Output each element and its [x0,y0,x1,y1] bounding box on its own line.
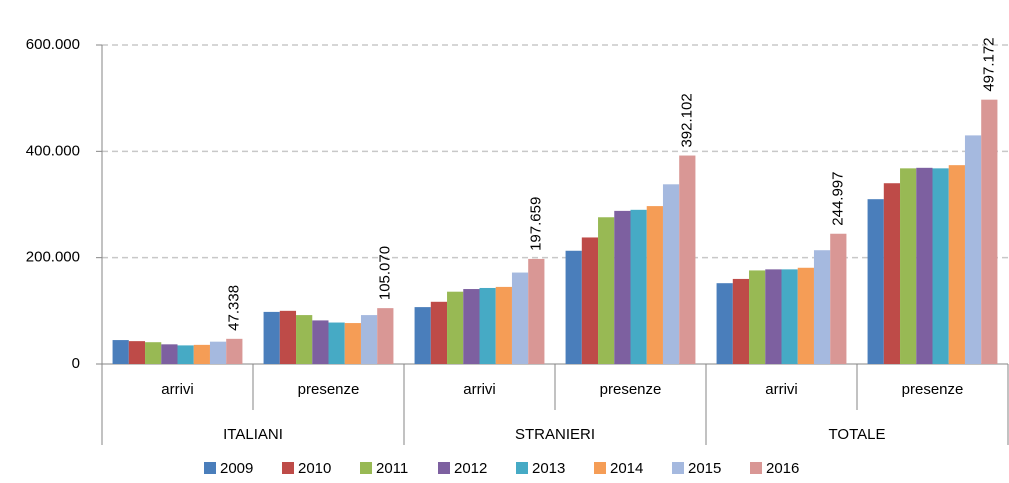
bar [781,269,798,364]
bar [679,155,696,364]
bar [732,278,750,364]
legend-swatch [672,462,684,474]
data-label: 105.070 [376,246,393,300]
bar [883,183,901,364]
bar [813,250,831,364]
bar [565,250,582,364]
bar [932,168,949,364]
bar [964,135,982,364]
x-tick-label: arrivi [463,381,496,398]
bar [646,206,663,364]
legend-swatch [282,462,294,474]
y-tick-label: 200.000 [26,249,80,266]
y-tick-label: 400.000 [26,142,80,159]
legend-label: 2014 [610,460,643,477]
bar [279,310,297,364]
bar [312,320,329,364]
bar [447,291,464,364]
data-label: 197.659 [527,197,544,251]
legend-swatch [594,462,606,474]
bar [296,315,313,364]
legend-swatch [204,462,216,474]
x-tick-label: arrivi [765,381,798,398]
legend-label: 2013 [532,460,565,477]
bar [360,315,378,364]
y-tick-label: 0 [72,355,80,372]
legend-label: 2016 [766,460,799,477]
bar [749,270,766,364]
bar [430,301,448,364]
x-tick-label: presenze [600,381,662,398]
legend-swatch [360,462,372,474]
bar [226,338,243,364]
bar [145,342,162,364]
legend-label: 2011 [376,460,408,477]
bar [716,283,733,364]
bar [765,269,782,364]
data-label: 244.997 [829,172,846,226]
bar [495,286,512,364]
bar [528,258,545,364]
bar [981,99,998,364]
bar [797,267,814,364]
bar [948,165,965,364]
legend-label: 2009 [220,460,253,477]
bar [463,289,480,364]
legend-label: 2010 [298,460,331,477]
bar [161,344,178,364]
bar [630,209,647,364]
bar [598,217,615,364]
x-tick-label: arrivi [161,381,194,398]
legend-label: 2012 [454,460,487,477]
bar [209,341,227,364]
bar [867,199,884,364]
legend-swatch [516,462,528,474]
bar [662,184,680,364]
bar [377,308,394,364]
legend-label: 2015 [688,460,721,477]
bar [128,341,146,364]
group-label: STRANIERI [515,426,595,443]
bar [193,344,210,364]
y-tick-label: 600.000 [26,36,80,53]
data-label: 47.338 [225,285,242,331]
bar [614,210,631,364]
bar [328,322,345,364]
bar [112,340,129,364]
bar [414,307,431,364]
group-label: TOTALE [829,426,886,443]
bar [916,167,933,364]
bar [900,168,917,364]
bar [479,287,496,364]
legend-swatch [438,462,450,474]
bar [177,345,194,364]
bar [830,233,847,364]
data-label: 497.172 [980,37,997,91]
x-tick-label: presenze [298,381,360,398]
x-tick-label: presenze [902,381,964,398]
bar [581,237,599,364]
group-label: ITALIANI [223,426,283,443]
bar [511,272,529,364]
bar [263,311,280,364]
data-label: 392.102 [678,93,695,147]
bar [344,323,361,364]
legend-swatch [750,462,762,474]
